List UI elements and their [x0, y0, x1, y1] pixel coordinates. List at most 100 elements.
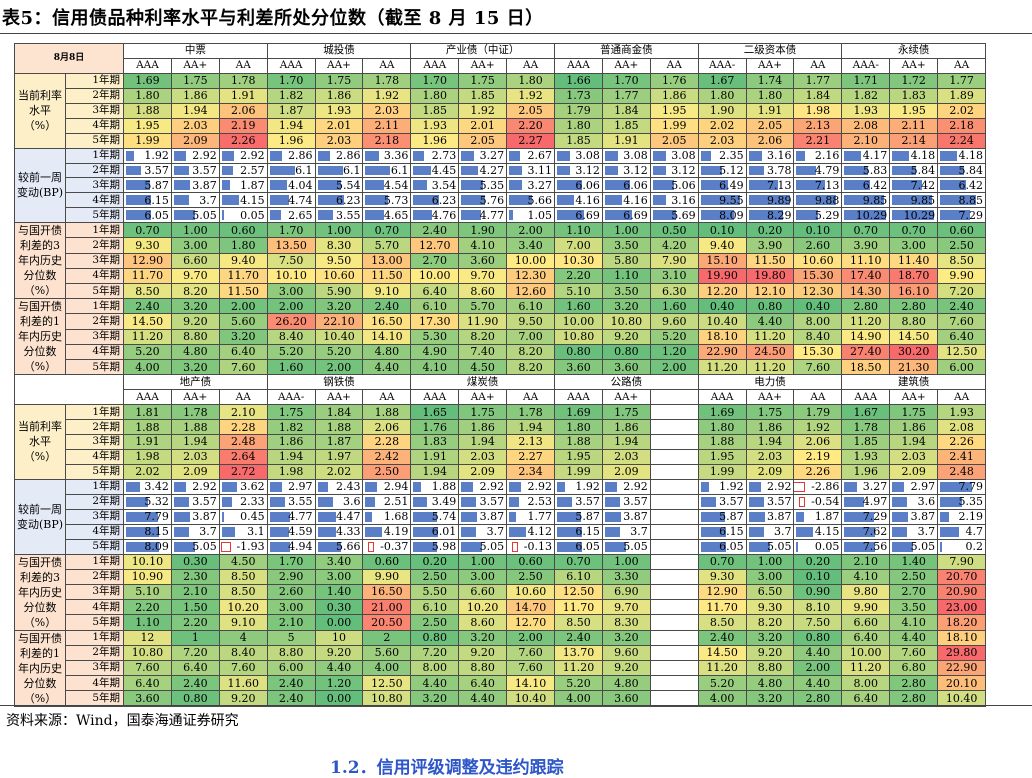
cell-value: 6.05 — [575, 540, 600, 554]
table-cell: 1.00 — [601, 553, 651, 570]
table-cell: 1.78 — [506, 404, 556, 421]
cell-value: 6.49 — [719, 178, 744, 192]
table-cell: 6.80 — [889, 659, 939, 677]
tenor-label: 2年期 — [65, 493, 124, 510]
table-cell: 2.92 — [170, 478, 220, 495]
rating-header: AA+ — [458, 57, 508, 74]
cell-value: 3.57 — [719, 495, 744, 509]
table-cell: 17.30 — [410, 313, 460, 330]
cell-value: 2.92 — [192, 480, 217, 494]
table-cell: 0.2 — [937, 538, 987, 555]
table-cell: 2.41 — [937, 448, 987, 465]
change-bar — [652, 150, 666, 161]
cell-value: 3.49 — [431, 495, 457, 509]
cell-value: 6.1 — [390, 163, 409, 177]
table-cell: 8.20 — [506, 358, 556, 376]
table-cell: 3.00 — [889, 237, 939, 254]
table-row: 5年期 2.02 2.09 2.72 1.98 2.02 2.50 1.94 2.09 2.34 1… — [15, 463, 987, 480]
table-cell: 5.06 — [649, 177, 699, 194]
table-cell: 1.82 — [266, 87, 316, 104]
table-cell: 2.00 — [793, 659, 843, 677]
rating-header: AAA — [410, 57, 460, 74]
table-cell: 3.20 — [170, 358, 220, 376]
table-cell: 4.40 — [745, 313, 795, 330]
table-cell: 8.40 — [218, 644, 268, 661]
table-cell: 7.20 — [170, 644, 220, 661]
table-cell: 6.00 — [266, 659, 316, 677]
rating-header: AA+ — [314, 57, 364, 74]
tenor-label: 3年期 — [65, 659, 124, 677]
table-cell: 1.60 — [649, 298, 699, 315]
cell-value: -2.86 — [811, 480, 840, 494]
table-cell: 3.87 — [170, 177, 220, 194]
table-cell: 1.80 — [745, 87, 795, 104]
table-cell: 2.92 — [506, 478, 556, 495]
table-cell: 3.55 — [314, 207, 364, 224]
change-bar — [126, 481, 140, 492]
table-cell: 2.03 — [314, 132, 364, 149]
table-cell: 4.10 — [410, 358, 460, 376]
change-bar — [700, 496, 716, 507]
cell-value: 2.33 — [240, 495, 265, 509]
table-cell: 9.30 — [123, 237, 172, 254]
tenor-label: 3年期 — [65, 252, 124, 269]
table-cell: 16.50 — [362, 583, 412, 601]
cell-value: 2.97 — [288, 480, 313, 494]
table-cell: 8.00 — [410, 659, 460, 677]
table-cell: 0.60 — [506, 553, 556, 570]
cell-value: 4.59 — [288, 525, 313, 539]
change-bar — [748, 195, 790, 206]
group-header: 煤炭债 — [410, 374, 556, 391]
table-cell: 5.29 — [793, 207, 843, 224]
table-cell: 9.70 — [601, 599, 651, 616]
table-cell: 12 — [123, 629, 172, 646]
table-cell: 5.66 — [506, 192, 556, 209]
block-label-line: 当前利率 — [18, 420, 62, 434]
change-bar — [269, 180, 287, 191]
table-cell: 1.98 — [266, 463, 316, 480]
table-cell: 12.90 — [697, 583, 747, 601]
table-cell — [649, 690, 699, 707]
table-cell: 0.40 — [793, 298, 843, 315]
cell-value: 4.7 — [965, 525, 984, 539]
table-cell: 11.90 — [458, 313, 508, 330]
table-cell: 4.45 — [410, 162, 460, 179]
table-cell: 1.70 — [266, 222, 316, 239]
table-cell — [649, 404, 699, 421]
cell-value: 2.86 — [335, 149, 361, 163]
table-cell: 8.09 — [697, 207, 747, 224]
table-cell: 2.10 — [218, 404, 268, 421]
cell-value: 2.92 — [479, 480, 505, 494]
table-cell: 10.40 — [314, 328, 364, 345]
rating-header: AA — [362, 57, 412, 74]
table-cell: 2.27 — [506, 448, 556, 465]
change-bar — [413, 180, 428, 191]
table-cell: 1.69 — [123, 72, 172, 89]
block-label-line: 利差的3 — [20, 570, 60, 584]
rating-header: AAA — [554, 57, 603, 74]
cell-value: 2.92 — [766, 480, 792, 494]
table-cell: 11.20 — [841, 659, 891, 677]
table-cell: 4.15 — [793, 523, 843, 540]
change-bar — [892, 210, 935, 221]
table-cell: 2.40 — [937, 298, 987, 315]
corner-cell — [14, 374, 124, 406]
table-cell: 22.10 — [314, 313, 364, 330]
cell-value: 2.92 — [623, 480, 648, 494]
change-bar — [126, 526, 159, 537]
table-cell: 2.33 — [218, 493, 268, 510]
corner-cell: 8月8日 — [14, 43, 124, 74]
change-bar — [748, 150, 762, 161]
table-cell: 22.90 — [937, 659, 987, 677]
tenor-label: 1年期 — [65, 147, 124, 164]
cell-value: 2.53 — [527, 495, 553, 509]
table-cell: 7.50 — [793, 614, 843, 631]
table-cell: 29.80 — [937, 644, 987, 661]
table-cell: 7.60 — [123, 659, 172, 677]
change-bar — [317, 541, 341, 552]
table-cell: 1.97 — [314, 448, 364, 465]
rating-header: AA+ — [745, 389, 795, 406]
cell-value: 4.15 — [814, 525, 840, 539]
change-bar — [940, 526, 960, 537]
table-cell: 1.84 — [314, 404, 364, 421]
